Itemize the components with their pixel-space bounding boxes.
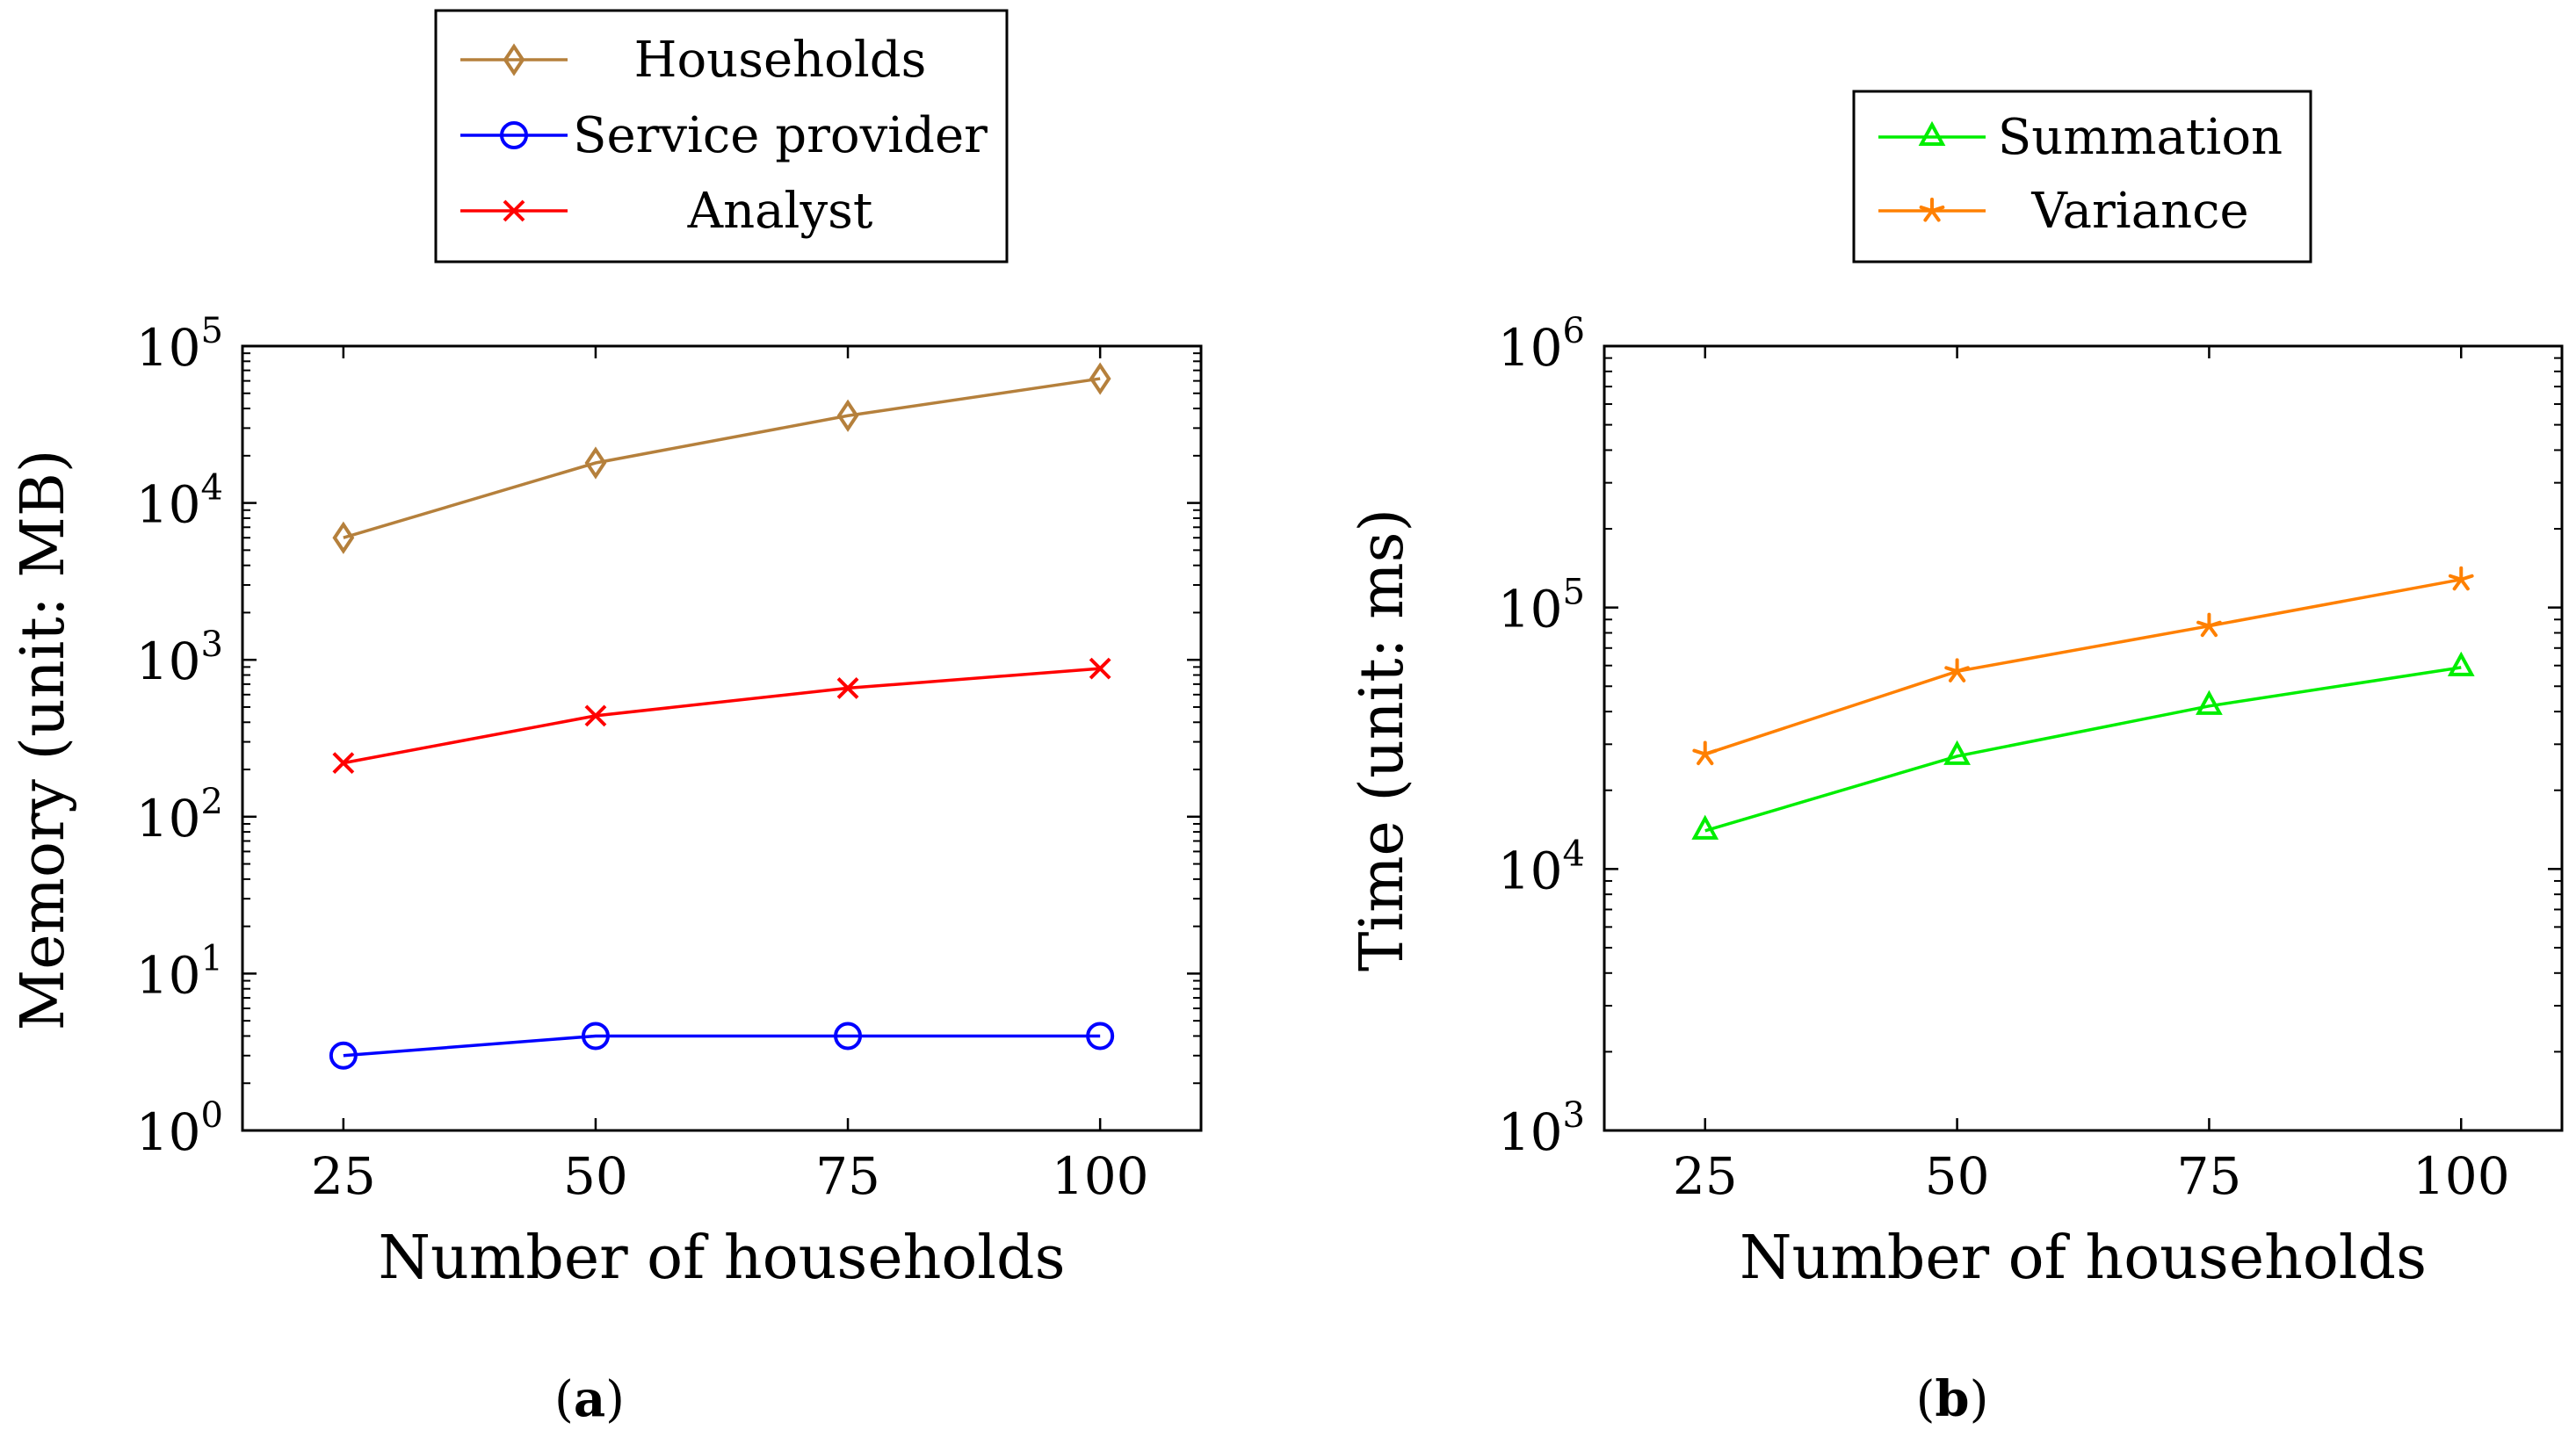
y-tick-exponent: 4 xyxy=(201,468,223,509)
y-tick-exponent: 3 xyxy=(201,625,223,665)
series-line-summation xyxy=(1704,666,2462,833)
y-tick-label: 104 xyxy=(1498,834,1585,900)
y-tick-exponent: 2 xyxy=(201,782,223,822)
x-tick-label: 25 xyxy=(311,1146,376,1206)
legend-entry: Variance xyxy=(2030,183,2248,240)
x-tick-label: 100 xyxy=(2413,1146,2510,1206)
y-tick-exponent: 0 xyxy=(201,1095,223,1136)
x-tick-label: 75 xyxy=(815,1146,880,1206)
series-line-service-provider xyxy=(343,1034,1101,1058)
plot-frame xyxy=(1603,344,2564,1132)
data-point-analyst xyxy=(1089,657,1111,680)
paren-open: ( xyxy=(554,1371,574,1428)
legend-marker xyxy=(1919,198,1945,222)
y-tick-exponent: 4 xyxy=(1563,834,1585,874)
data-point-households xyxy=(584,446,607,480)
series-line-variance xyxy=(1704,578,2462,756)
data-point-summation xyxy=(2196,690,2223,715)
data-point-service-provider xyxy=(834,1022,863,1051)
data-point-households xyxy=(332,521,355,554)
legend-box xyxy=(1852,90,2312,264)
x-tick-label: 25 xyxy=(1673,1146,1738,1206)
legend-marker xyxy=(503,43,525,76)
data-point-analyst xyxy=(836,677,859,699)
legend-marker xyxy=(503,199,525,222)
y-tick-label: 105 xyxy=(136,311,223,378)
y-tick-exponent: 1 xyxy=(201,938,223,978)
y-tick-base: 10 xyxy=(1498,580,1563,639)
subfigure-letter: a xyxy=(574,1370,605,1428)
y-tick-base: 10 xyxy=(136,475,201,535)
y-tick-exponent: 3 xyxy=(1563,1095,1585,1136)
y-tick-label: 100 xyxy=(136,1095,223,1162)
paren-close: ) xyxy=(1970,1371,1989,1428)
legend-entry: Service provider xyxy=(573,107,988,164)
data-point-households xyxy=(1089,362,1111,395)
x-tick-label: 50 xyxy=(1925,1146,1990,1206)
y-tick-exponent: 5 xyxy=(1563,573,1585,613)
x-axis-title: Number of households xyxy=(1740,1224,2427,1293)
x-tick-label: 75 xyxy=(2177,1146,2242,1206)
y-tick-exponent: 6 xyxy=(1563,311,1585,351)
y-tick-base: 10 xyxy=(1498,318,1563,378)
y-tick-base: 10 xyxy=(136,1102,201,1162)
y-tick-base: 10 xyxy=(136,945,201,1005)
legend-entry: Summation xyxy=(1998,109,2283,166)
data-point-analyst xyxy=(332,752,355,775)
data-point-variance xyxy=(1944,658,1970,682)
plot-frame xyxy=(241,344,1203,1132)
legend-entry: Households xyxy=(634,32,927,89)
x-tick-label: 100 xyxy=(1052,1146,1149,1206)
subfigure-label: (a) xyxy=(554,1370,625,1428)
y-tick-label: 103 xyxy=(136,625,223,691)
x-axis-title: Number of households xyxy=(379,1224,1066,1293)
data-point-summation xyxy=(2447,651,2475,676)
paren-close: ) xyxy=(605,1371,625,1428)
y-tick-label: 105 xyxy=(1498,573,1585,639)
x-tick-label: 50 xyxy=(563,1146,628,1206)
data-point-households xyxy=(836,399,859,432)
y-tick-exponent: 5 xyxy=(201,311,223,351)
y-tick-label: 106 xyxy=(1498,311,1585,378)
data-point-analyst xyxy=(584,704,607,727)
data-point-summation xyxy=(1943,740,1971,765)
y-tick-label: 104 xyxy=(136,468,223,535)
y-tick-base: 10 xyxy=(136,318,201,378)
y-axis-title: Time (unit: ms) xyxy=(1348,509,1417,971)
y-tick-label: 101 xyxy=(136,938,223,1005)
data-point-service-provider xyxy=(329,1041,358,1070)
y-tick-label: 103 xyxy=(1498,1095,1585,1162)
y-tick-base: 10 xyxy=(1498,1102,1563,1162)
data-point-variance xyxy=(2448,566,2474,591)
legend-entry: Analyst xyxy=(687,183,873,240)
legend-marker xyxy=(500,121,528,149)
data-point-variance xyxy=(2196,612,2222,638)
data-point-variance xyxy=(1692,740,1719,766)
y-tick-base: 10 xyxy=(1498,841,1563,900)
y-tick-base: 10 xyxy=(136,632,201,691)
data-point-service-provider xyxy=(581,1022,610,1051)
y-tick-label: 102 xyxy=(136,782,223,848)
y-axis-title: Memory (unit: MB) xyxy=(9,450,78,1031)
y-tick-base: 10 xyxy=(136,789,201,848)
legend-marker xyxy=(1918,120,1946,146)
subfigure-letter: b xyxy=(1935,1370,1969,1428)
paren-open: ( xyxy=(1916,1371,1936,1428)
series-line-households xyxy=(343,377,1101,539)
subfigure-label: (b) xyxy=(1916,1370,1989,1428)
series-line-analyst xyxy=(343,667,1101,765)
data-point-service-provider xyxy=(1086,1022,1115,1051)
data-point-summation xyxy=(1691,814,1719,840)
